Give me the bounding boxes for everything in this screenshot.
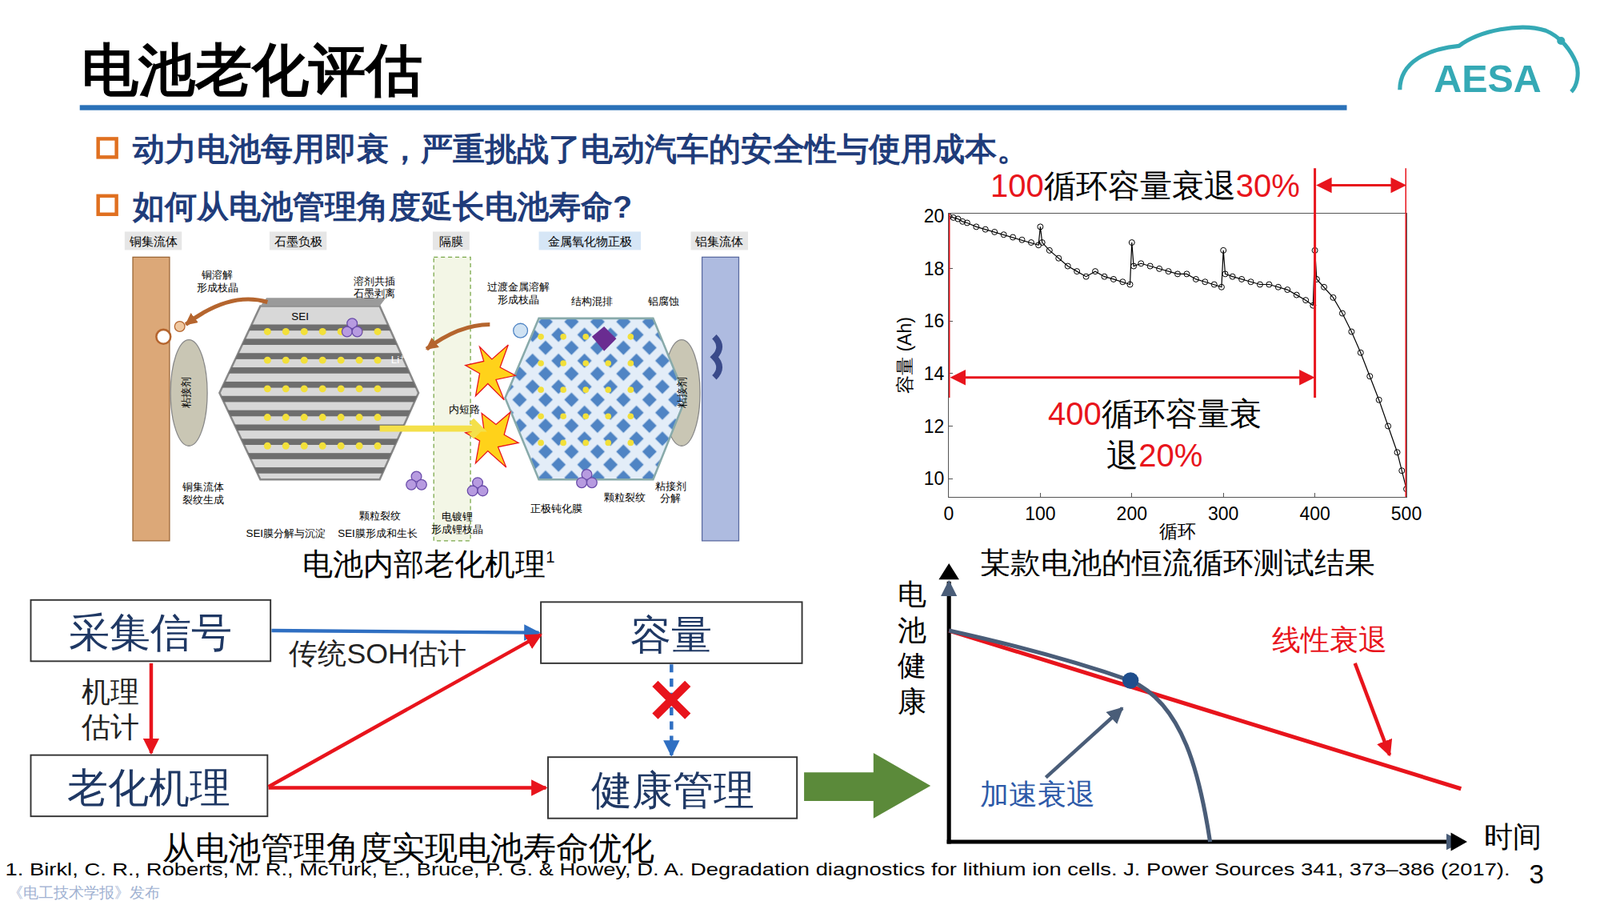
svg-text:SEI膜分解与沉淀: SEI膜分解与沉淀 [246,527,327,540]
svg-text:健康管理: 健康管理 [591,767,755,813]
svg-text:如何从电池管理角度延长电池寿命?: 如何从电池管理角度延长电池寿命? [132,188,632,224]
svg-text:12: 12 [924,416,945,437]
svg-text:Li⁺: Li⁺ [391,353,405,366]
svg-text:18: 18 [924,258,945,280]
svg-text:金属氧化物正极: 金属氧化物正极 [548,234,632,248]
svg-text:0: 0 [944,503,955,524]
svg-text:《电工技术学报》发布: 《电工技术学报》发布 [8,884,160,901]
svg-text:100: 100 [1024,503,1056,524]
svg-text:200: 200 [1116,503,1148,524]
svg-text:颗粒裂纹: 颗粒裂纹 [604,491,646,504]
svg-text:康: 康 [897,685,927,718]
svg-text:16: 16 [924,310,945,332]
svg-text:铝腐蚀: 铝腐蚀 [647,295,680,308]
svg-text:传统SOH估计: 传统SOH估计 [288,637,466,670]
svg-text:3: 3 [1528,859,1544,889]
svg-text:内短路: 内短路 [448,403,480,416]
svg-text:隔膜: 隔膜 [439,234,464,248]
svg-text:机理估计: 机理估计 [80,676,140,743]
svg-text:时间: 时间 [1484,820,1542,853]
svg-text:溶剂共插石墨剥离: 溶剂共插石墨剥离 [353,275,396,300]
svg-text:池: 池 [897,614,927,647]
svg-text:容量 (Ah): 容量 (Ah) [894,316,916,394]
svg-text:铜集流体: 铜集流体 [128,234,178,248]
svg-text:过渡金属溶解形成枝晶: 过渡金属溶解形成枝晶 [487,280,550,305]
svg-text:容量: 容量 [630,612,712,658]
svg-text:结构混排: 结构混排 [571,295,613,308]
svg-text:粘接剂: 粘接剂 [180,376,192,408]
svg-text:电池内部老化机理1: 电池内部老化机理1 [302,546,555,581]
svg-text:500: 500 [1391,503,1422,524]
svg-text:10: 10 [924,468,945,489]
svg-text:健: 健 [897,649,927,682]
svg-text:电: 电 [897,578,927,611]
svg-text:SEI膜形成和生长: SEI膜形成和生长 [337,527,418,540]
svg-text:某款电池的恒流循环测试结果: 某款电池的恒流循环测试结果 [980,546,1376,576]
svg-text:颗粒裂纹: 颗粒裂纹 [359,509,401,522]
svg-text:线性衰退: 线性衰退 [1272,624,1388,656]
svg-text:粘接剂分解: 粘接剂分解 [655,480,687,504]
svg-text:电池老化评估: 电池老化评估 [81,37,423,102]
svg-text:100循环容量衰退30%: 100循环容量衰退30% [990,168,1300,204]
svg-text:循环: 循环 [1159,520,1196,542]
svg-text:400循环容量衰退20%: 400循环容量衰退20% [1048,396,1262,473]
svg-text:AESA: AESA [1433,56,1542,100]
svg-text:电镀锂形成锂枝晶: 电镀锂形成锂枝晶 [431,510,484,535]
svg-text:采集信号: 采集信号 [68,609,232,656]
svg-text:动力电池每用即衰，严重挑战了电动汽车的安全性与使用成本。: 动力电池每用即衰，严重挑战了电动汽车的安全性与使用成本。 [132,131,1029,167]
svg-text:SEI: SEI [291,310,309,323]
svg-text:加速衰退: 加速衰退 [980,778,1096,811]
svg-text:正极钝化膜: 正极钝化膜 [530,502,583,515]
svg-text:粘接剂: 粘接剂 [676,376,688,408]
svg-text:20: 20 [924,205,945,227]
svg-text:铜集流体裂纹生成: 铜集流体裂纹生成 [181,480,224,505]
svg-text:铝集流体: 铝集流体 [694,234,744,248]
svg-text:从电池管理角度实现电池寿命优化: 从电池管理角度实现电池寿命优化 [162,829,655,867]
svg-text:14: 14 [924,363,945,384]
svg-text:300: 300 [1208,503,1239,524]
svg-text:1. Birkl, C. R., Roberts, M. R: 1. Birkl, C. R., Roberts, M. R., McTurk,… [5,858,1511,880]
svg-text:铜溶解形成枝晶: 铜溶解形成枝晶 [196,268,239,293]
svg-text:石墨负极: 石墨负极 [274,234,323,248]
svg-text:400: 400 [1299,503,1330,524]
svg-text:老化机理: 老化机理 [67,764,231,811]
